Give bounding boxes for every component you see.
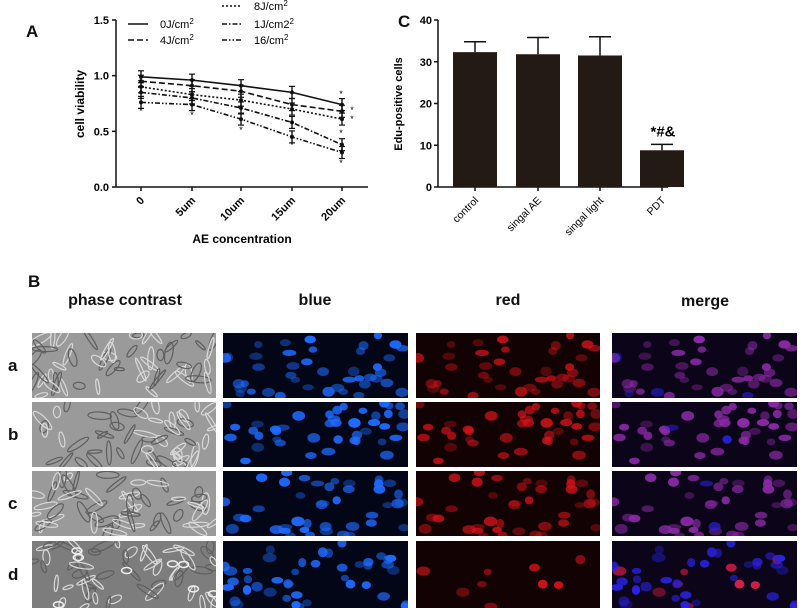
row-label-a: a [8,356,18,375]
bar [453,52,497,188]
y-tick-label: 1.0 [94,71,109,83]
significance-star: * [339,128,343,138]
significance-star: * [139,106,143,116]
x-tick-label: PDT [645,194,669,218]
micrograph-d-red [416,541,600,608]
micrograph-c-blue [223,471,408,536]
x-axis-title: AE concentration [192,232,291,246]
significance-star: * [339,148,343,158]
y-tick-label: 30 [420,57,432,69]
micrograph-a-red [416,333,600,398]
panel-label-c: C [398,12,411,31]
x-tick-label: 10um [218,194,247,223]
significance-star: * [339,89,343,99]
micrograph-d-merge [612,541,797,608]
x-tick-label: 5um [174,194,199,219]
line-chart-cell-viability: 0.0 0.5 1.0 1.5 0 5um 10um 15um 20um AE concentra… [73,0,368,246]
significance-star: * [290,140,294,150]
bar [640,150,684,187]
row-label-d: d [8,565,19,584]
micrograph-d-blue [223,541,408,608]
y-tick-label: 40 [420,15,432,27]
micrograph-a-phase-contrast [32,333,216,398]
y-tick-label: 1.5 [94,15,109,27]
y-tick-label: 0.0 [94,182,109,194]
significance-star: * [190,110,194,120]
row-label-c: c [8,494,18,513]
micrograph-b-merge [612,402,797,467]
panel-label-a: A [26,22,39,41]
y-tick-label: 0 [426,182,432,194]
micrograph-b-blue [223,402,408,467]
bar [578,55,622,187]
micrograph-c-red [416,471,600,536]
significance-star: * [290,119,294,129]
y-axis-title: cell viability [73,70,87,138]
panel-label-b: B [28,272,41,291]
micrograph-a-blue [223,333,408,398]
x-tick-label: 0 [134,195,147,208]
significance-star: * [339,158,343,168]
x-tick-label: control [450,195,481,226]
x-tick-label: 20um [319,194,348,223]
micrograph-b-phase-contrast [32,402,216,467]
column-title-blue: blue [298,292,332,309]
legend-entry: 8J/cm2 [254,0,288,13]
series-line [140,91,343,146]
bar [516,54,560,187]
significance-star: * [350,105,354,115]
y-tick-label: 10 [420,140,432,152]
legend-entry: 1J/cm22 [254,17,294,32]
y-tick-label: 0.5 [94,126,109,138]
micrograph-c-merge [612,471,797,536]
significance-annotation: *#& [650,123,675,140]
bar-chart-edu-positive: 0 10 20 30 40 Edu-positive cells control singal… [393,15,684,239]
micrograph-a-merge [612,333,797,398]
y-axis-title: Edu-positive cells [393,57,405,151]
legend-entry: 4J/cm2 [160,33,194,48]
legend-entry: 16/cm2 [254,33,289,48]
significance-star: * [350,114,354,124]
x-tick-label: singal AE [505,195,544,234]
x-tick-label: singal light [563,195,607,239]
column-title-red: red [495,292,521,309]
micrograph-b-red [416,402,600,467]
legend-entry: 0J/cm2 [160,17,194,32]
row-label-b: b [8,425,19,444]
micrograph-c-phase-contrast [32,471,216,536]
significance-star: * [239,125,243,135]
column-title-merge: merge [680,293,730,310]
column-title-phase-contrast: phase contrast [68,292,182,309]
x-tick-label: 15um [269,194,298,223]
y-tick-label: 20 [420,99,432,111]
micrograph-d-phase-contrast [32,541,216,608]
